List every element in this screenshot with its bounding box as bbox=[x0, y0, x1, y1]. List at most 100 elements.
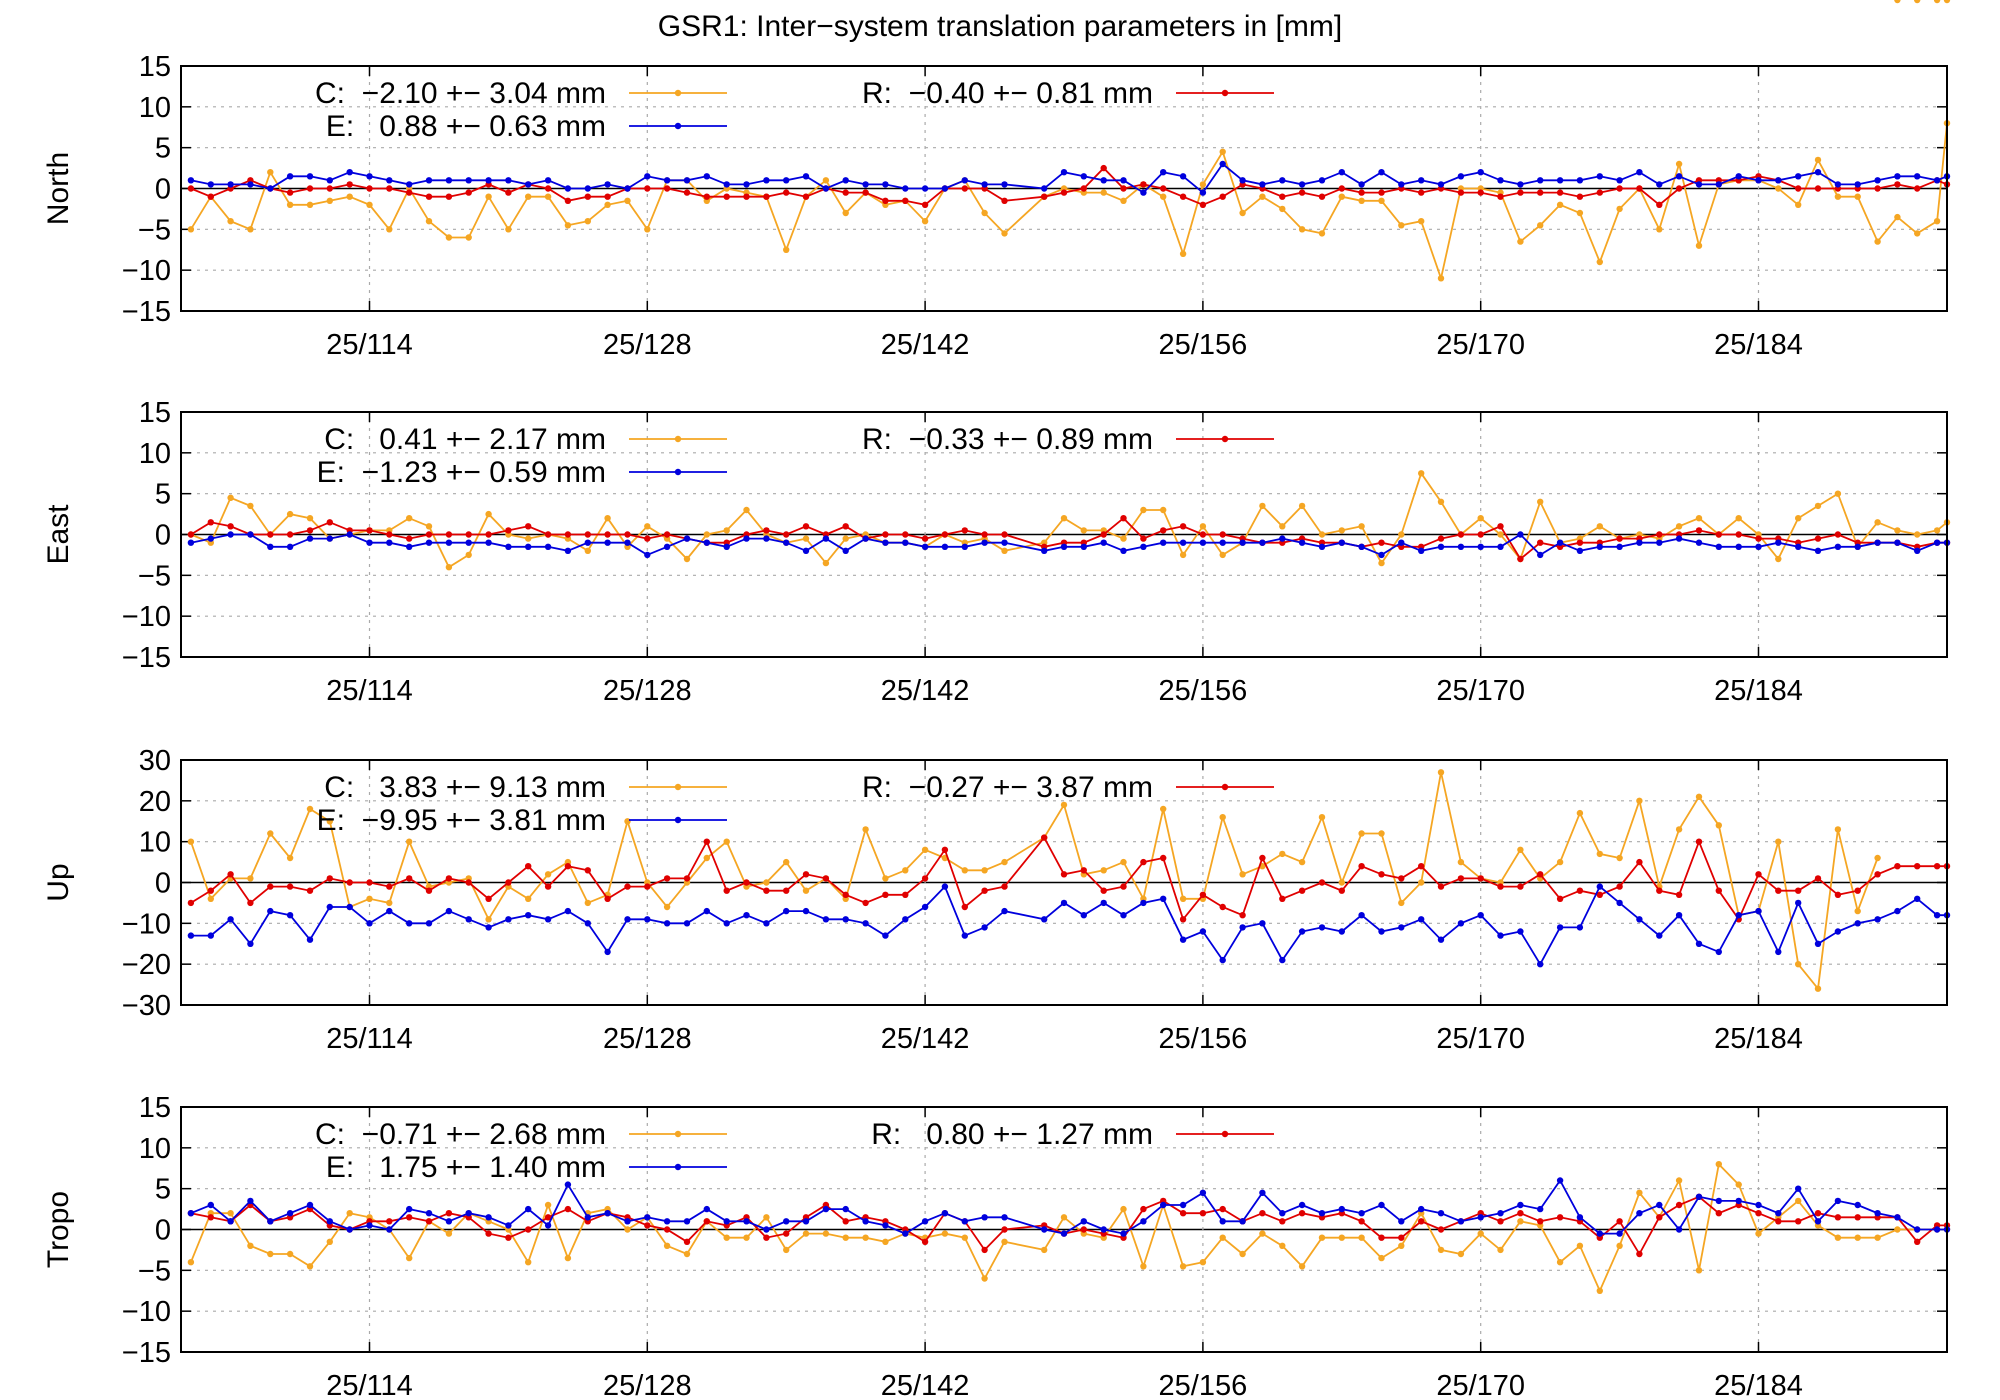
data-point-R bbox=[465, 189, 472, 196]
data-point-E bbox=[505, 1222, 512, 1229]
data-point-R bbox=[921, 535, 929, 542]
data-point-R bbox=[247, 899, 254, 907]
data-point-C bbox=[1715, 1161, 1723, 1168]
data-point-E bbox=[644, 551, 651, 559]
legend-label-R: R: 0.80 +− 1.27 mm bbox=[871, 1118, 1153, 1151]
legend-label-C: C: −0.71 +− 2.68 mm bbox=[315, 1118, 606, 1151]
data-point-R bbox=[1675, 185, 1683, 192]
legend-marker-E bbox=[674, 816, 682, 824]
data-point-C bbox=[1219, 814, 1226, 821]
y-tick-label: −5 bbox=[138, 1255, 171, 1287]
data-point-C bbox=[1418, 218, 1425, 225]
data-point-E bbox=[882, 181, 889, 188]
data-point-R bbox=[505, 527, 512, 534]
data-point-R bbox=[1914, 863, 1921, 870]
legend-label-R: R: −0.33 +− 0.89 mm bbox=[862, 423, 1153, 456]
data-point-E bbox=[683, 535, 691, 542]
data-point-C bbox=[1775, 555, 1782, 563]
data-point-C bbox=[1298, 502, 1306, 510]
data-point-R bbox=[1179, 193, 1187, 200]
data-point-E bbox=[1140, 899, 1147, 907]
data-point-E bbox=[981, 539, 988, 546]
data-point-E bbox=[1834, 543, 1842, 550]
data-point-E bbox=[1239, 177, 1246, 184]
data-point-R bbox=[1854, 887, 1861, 894]
data-point-R bbox=[1437, 1226, 1445, 1233]
data-point-E bbox=[227, 1218, 234, 1225]
data-point-E bbox=[1120, 912, 1127, 919]
data-point-R bbox=[1636, 1250, 1643, 1258]
data-point-C bbox=[1834, 193, 1842, 200]
data-point-C bbox=[1140, 1263, 1147, 1270]
data-point-E bbox=[584, 920, 591, 927]
data-point-R bbox=[604, 193, 611, 200]
data-point-C bbox=[1636, 797, 1643, 804]
data-point-E bbox=[1834, 181, 1842, 188]
data-point-E bbox=[703, 173, 710, 180]
legend-marker-C bbox=[674, 783, 682, 791]
data-point-E bbox=[1398, 539, 1405, 546]
data-point-E bbox=[1080, 912, 1088, 919]
data-point-E bbox=[1358, 1210, 1365, 1217]
data-point-R bbox=[1100, 531, 1107, 538]
data-point-R bbox=[683, 1238, 691, 1246]
data-point-E bbox=[1318, 924, 1326, 931]
data-point-R bbox=[1556, 895, 1564, 902]
data-point-E bbox=[1398, 924, 1405, 931]
data-point-C bbox=[1259, 502, 1266, 510]
data-point-E bbox=[1477, 169, 1484, 176]
data-point-R bbox=[326, 185, 333, 192]
data-point-E bbox=[1437, 1210, 1445, 1217]
data-point-R bbox=[1715, 1210, 1723, 1217]
legend-label-E: E: −1.23 +− 0.59 mm bbox=[317, 456, 606, 489]
data-point-R bbox=[624, 883, 631, 890]
data-point-C bbox=[1418, 879, 1425, 886]
data-point-E bbox=[346, 169, 353, 176]
data-point-E bbox=[1497, 177, 1504, 184]
data-point-C bbox=[743, 506, 750, 514]
data-point-C bbox=[1298, 226, 1306, 233]
y-tick-label: 20 bbox=[139, 786, 171, 818]
data-point-R bbox=[346, 879, 353, 886]
data-point-C bbox=[1259, 193, 1266, 200]
data-point-R bbox=[1755, 871, 1762, 878]
data-point-E bbox=[1338, 1205, 1346, 1213]
y-tick-label: −30 bbox=[122, 990, 171, 1022]
data-point-C bbox=[1814, 985, 1822, 992]
data-point-E bbox=[1775, 177, 1782, 184]
data-point-E bbox=[1556, 1177, 1564, 1184]
data-point-E bbox=[286, 912, 294, 919]
data-point-C bbox=[1874, 1234, 1881, 1241]
data-point-R bbox=[941, 531, 949, 538]
data-point-E bbox=[544, 1222, 552, 1229]
legend-label-R: R: −0.40 +− 0.81 mm bbox=[862, 77, 1153, 110]
data-point-E bbox=[1179, 1201, 1187, 1209]
data-point-E bbox=[1616, 177, 1623, 184]
data-point-E bbox=[445, 177, 453, 184]
data-point-R bbox=[1338, 887, 1346, 894]
data-point-E bbox=[465, 1210, 472, 1217]
data-point-C bbox=[286, 201, 294, 208]
data-point-E bbox=[1457, 543, 1465, 550]
data-point-E bbox=[326, 1218, 333, 1225]
data-point-C bbox=[604, 515, 611, 522]
data-point-R bbox=[525, 863, 532, 870]
data-point-R bbox=[1854, 1214, 1861, 1221]
data-point-E bbox=[961, 177, 968, 184]
data-point-E bbox=[822, 916, 830, 923]
data-point-R bbox=[326, 519, 333, 526]
data-point-R bbox=[1199, 531, 1207, 538]
data-point-E bbox=[1636, 916, 1643, 923]
data-point-R bbox=[445, 193, 453, 200]
data-point-C bbox=[1517, 846, 1524, 853]
data-point-E bbox=[1378, 169, 1385, 176]
data-point-C bbox=[306, 1263, 314, 1270]
data-point-C bbox=[1854, 193, 1861, 200]
data-point-E bbox=[1537, 1205, 1544, 1213]
data-point-R bbox=[1437, 535, 1445, 542]
data-point-R bbox=[1894, 863, 1901, 870]
data-point-C bbox=[1120, 535, 1127, 542]
data-point-E bbox=[1120, 177, 1127, 184]
data-point-E bbox=[1914, 173, 1921, 180]
data-point-E bbox=[723, 1218, 730, 1225]
